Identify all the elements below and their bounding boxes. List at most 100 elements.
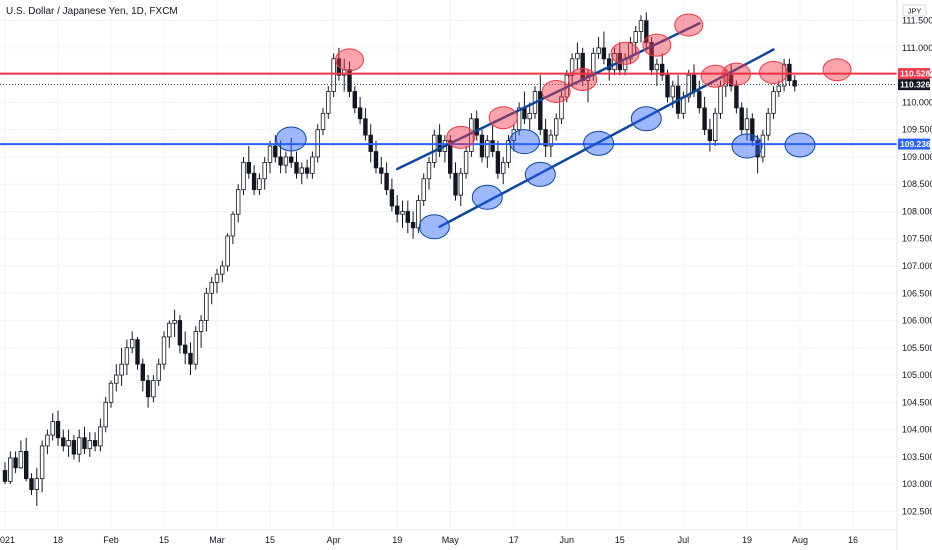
candle-body [119,363,124,376]
y-tick-label: 103.000 [902,479,932,489]
candle-body [707,129,713,141]
resistance-highlight[interactable] [446,125,476,149]
candle [771,86,776,119]
candle [554,113,559,141]
candle [82,426,87,455]
candle-body [713,112,718,141]
candle [405,200,410,234]
candle [660,53,665,81]
candle [135,336,140,370]
candle-body [262,161,267,180]
y-tick-label: 107.000 [902,261,932,271]
candle-body [320,112,326,131]
candle-body [18,450,24,469]
support-highlight[interactable] [630,106,662,132]
candle [559,91,564,125]
candle [98,418,103,452]
candle [278,140,283,174]
resistance-highlight[interactable] [674,13,704,37]
candle-body [151,380,156,398]
candle-body [55,420,61,439]
resistance-highlight[interactable] [700,64,730,88]
candle-body [34,478,39,490]
candle-body [45,434,50,447]
candle-body [66,440,71,447]
candle [55,410,61,446]
candle-body [644,20,649,43]
support-highlight[interactable] [275,126,307,152]
candle-body [686,74,691,98]
candle-body [633,31,638,43]
candle-body [776,85,781,92]
candle [124,339,130,376]
candle-body [198,320,204,332]
trend-line[interactable] [438,48,775,228]
candle-body [357,107,363,120]
candle [108,380,114,408]
price-axis[interactable]: 102.500 103.000 103.500 104.000 104.500 105.0… [902,16,932,517]
candle-body [13,457,18,469]
candle [596,36,601,59]
candle-body [71,440,77,455]
support-highlight[interactable] [583,130,615,156]
resistance-highlight[interactable] [759,60,788,84]
candle [379,156,384,185]
candle [728,64,734,92]
candle-body [421,178,426,201]
resistance-highlight[interactable] [721,62,751,86]
support-highlight[interactable] [508,129,540,155]
candle [214,268,220,294]
candle-body [559,96,564,120]
candle-body [781,63,787,87]
candle [458,167,463,207]
support-highlight[interactable] [418,214,450,240]
candle-body [87,440,92,450]
y-tick-label: 106.500 [902,288,932,298]
support-highlight[interactable] [731,133,763,159]
candle [384,162,389,196]
y-tick-label: 109.500 [902,125,932,135]
candle [538,75,543,136]
candle [151,375,156,403]
candle [326,86,331,119]
support-highlight[interactable] [784,132,816,158]
resistance-highlight[interactable] [541,80,571,104]
candle [220,260,225,283]
candle-body [39,445,45,480]
currency-badge-label: JPY [908,7,922,16]
resistance-highlight[interactable] [568,68,598,92]
time-axis[interactable]: 2021 18 Feb 15 Mar 15 Apr 19 May 17 Jun 15 Jul 19 Aug 1… [0,535,858,545]
candle [193,325,198,370]
price-tag-label: 110.326 [900,80,931,90]
y-tick-label: 105.500 [902,343,932,353]
candle [167,320,172,348]
candle [188,342,193,376]
support-highlight[interactable] [471,184,503,210]
candle [575,42,580,70]
candle [71,435,77,460]
candle [119,347,124,386]
candle [288,137,294,168]
resistance-highlight[interactable] [610,41,640,65]
candle [66,429,71,457]
trend-line[interactable] [395,22,701,171]
candle-body [728,74,734,87]
candle-body [98,426,103,447]
support-highlight[interactable] [524,161,556,187]
candle-body [278,156,283,166]
candle [209,276,214,305]
candle [665,69,670,103]
resistance-highlight[interactable] [335,48,364,72]
candle [39,440,45,493]
candle-body [8,457,13,482]
resistance-highlight[interactable] [488,106,518,130]
candle-body [389,189,395,207]
resistance-highlight[interactable] [822,58,852,82]
resistance-highlight[interactable] [642,33,672,57]
candle-body [596,47,601,54]
candle-body [182,344,188,354]
candle-body [734,85,739,109]
candle [543,118,548,157]
candle-body [660,63,665,76]
